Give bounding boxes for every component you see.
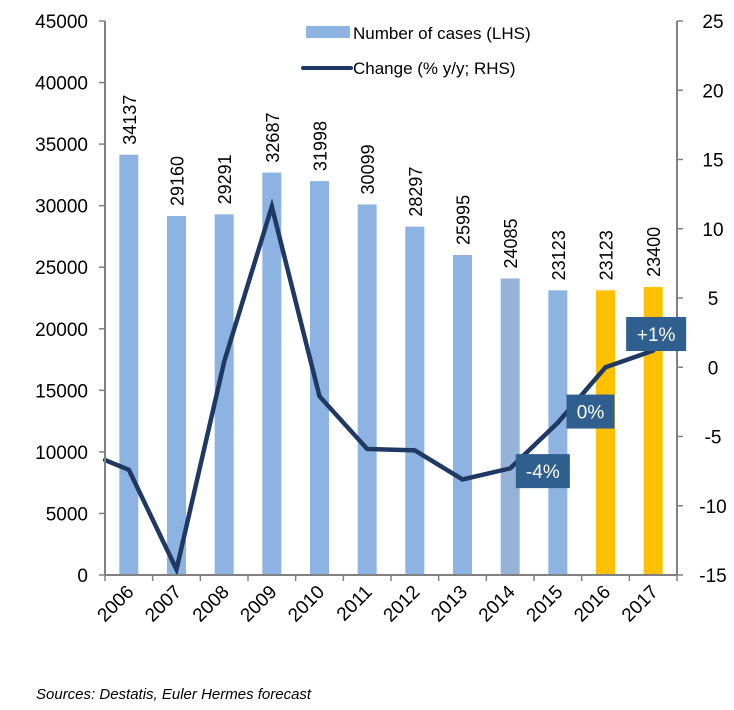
x-tick-label-2009: 2009 xyxy=(237,582,282,627)
line-series xyxy=(102,198,656,577)
x-tick-label-2007: 2007 xyxy=(141,582,186,627)
bar-data-label-2011: 30099 xyxy=(358,144,378,194)
annotation-box xyxy=(566,394,615,429)
left-tick-label-20000: 20000 xyxy=(35,320,88,341)
legend: Number of cases (LHS) Change (% y/y; RHS… xyxy=(301,24,531,78)
bar-2012 xyxy=(405,226,425,575)
bar-data-label-2010: 31998 xyxy=(311,121,331,171)
right-tick-label-0: 0 xyxy=(708,358,719,379)
bar-data-label-2006: 34137 xyxy=(120,95,140,145)
change-line xyxy=(102,198,656,577)
right-tick-label-10: 10 xyxy=(702,220,723,241)
x-tick-label-2014: 2014 xyxy=(475,581,520,626)
right-tick-label-20: 20 xyxy=(702,81,723,102)
left-tick-label-0: 0 xyxy=(77,566,88,587)
x-tick-label-2011: 2011 xyxy=(333,582,377,626)
bar-2006 xyxy=(119,154,139,575)
bar-2016 xyxy=(596,290,615,575)
left-tick-label-15000: 15000 xyxy=(35,381,88,402)
right-tick-label-15: 15 xyxy=(702,151,723,172)
bar-data-label-2012: 28297 xyxy=(406,167,426,217)
bar-data-label-2014: 24085 xyxy=(501,218,521,268)
x-tick-label-2006: 2006 xyxy=(94,582,139,627)
bar-data-label-2015: 23123 xyxy=(549,230,569,280)
annotation-label: 0% xyxy=(577,403,605,424)
annotation-label: -4% xyxy=(526,462,560,483)
bar-2013 xyxy=(453,254,472,576)
bar-2015 xyxy=(548,290,568,575)
bar-2008 xyxy=(214,214,234,575)
right-tick-label--15: -15 xyxy=(699,566,726,587)
source-note: Sources: Destatis, Euler Hermes forecast xyxy=(36,686,312,703)
x-tick-label-2012: 2012 xyxy=(380,582,425,627)
bar-data-label-2009: 32687 xyxy=(263,113,283,163)
left-tick-label-5000: 5000 xyxy=(46,504,88,525)
legend-label-bar: Number of cases (LHS) xyxy=(353,24,531,43)
annotation-box xyxy=(626,317,687,352)
left-tick-label-30000: 30000 xyxy=(35,197,88,218)
bar-data-label-2016: 23123 xyxy=(597,230,617,280)
left-tick-label-40000: 40000 xyxy=(35,74,88,95)
bar-data-label-2008: 29291 xyxy=(215,154,235,204)
left-tick-label-35000: 35000 xyxy=(35,135,88,156)
left-tick-label-25000: 25000 xyxy=(35,258,88,279)
legend-swatch-bar xyxy=(306,26,350,38)
left-tick-label-45000: 45000 xyxy=(35,12,88,33)
bar-2014 xyxy=(500,278,520,575)
bar-data-label-2017: 23400 xyxy=(644,227,664,277)
left-tick-label-10000: 10000 xyxy=(35,443,88,464)
x-tick-label-2008: 2008 xyxy=(189,582,234,627)
x-tick-label-2016: 2016 xyxy=(570,582,615,627)
right-tick-label-5: 5 xyxy=(708,289,719,310)
bar-2007 xyxy=(167,216,186,575)
x-tick-label-2015: 2015 xyxy=(523,582,568,627)
x-tick-label-2017: 2017 xyxy=(618,582,663,627)
x-tick-label-2013: 2013 xyxy=(427,582,472,627)
legend-label-line: Change (% y/y; RHS) xyxy=(353,59,516,78)
annotation-label: +1% xyxy=(637,325,676,346)
annotation-box xyxy=(515,454,570,489)
bar-data-label-2007: 29160 xyxy=(168,156,188,206)
annotations: -4% 0% +1% xyxy=(515,317,687,489)
bar-2017 xyxy=(643,286,663,575)
bar-2009 xyxy=(262,172,282,575)
bar-data-label-2013: 25995 xyxy=(454,195,474,245)
bar-data-labels: 34137 29160 29291 32687 31998 30099 28297 25995… xyxy=(120,95,664,281)
bar-2011 xyxy=(357,204,377,575)
right-tick-label-25: 25 xyxy=(702,12,723,33)
bars-group xyxy=(119,154,663,576)
right-tick-label--10: -10 xyxy=(699,497,726,518)
x-tick-label-2010: 2010 xyxy=(284,582,329,627)
bar-2010 xyxy=(310,181,329,575)
right-tick-label--5: -5 xyxy=(705,428,722,449)
